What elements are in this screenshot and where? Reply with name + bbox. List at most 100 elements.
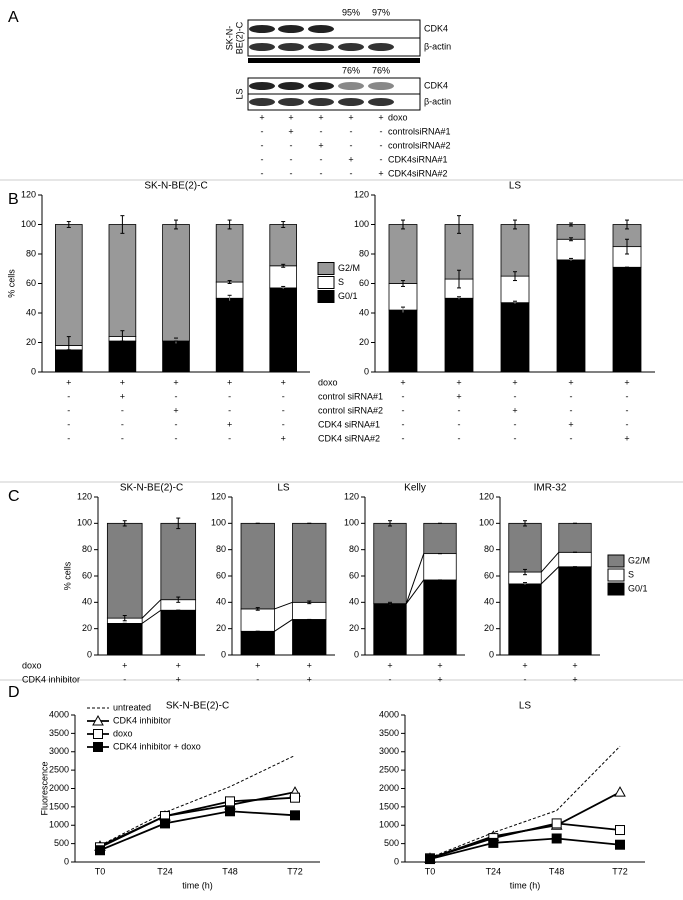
y-tick-label: 80 bbox=[349, 544, 359, 554]
connector bbox=[405, 553, 425, 604]
treatment-sign: - bbox=[570, 405, 573, 415]
bar-segment bbox=[500, 224, 530, 277]
bar-segment bbox=[108, 224, 137, 337]
knockdown-label: 95% bbox=[342, 7, 360, 17]
treatment-label: controlsiRNA#2 bbox=[388, 140, 451, 150]
y-tick-label: 20 bbox=[349, 623, 359, 633]
line bbox=[429, 822, 621, 860]
marker bbox=[551, 833, 562, 844]
bar-segment bbox=[108, 340, 137, 373]
y-tick-label: 20 bbox=[82, 623, 92, 633]
treatment-sign: - bbox=[228, 405, 231, 415]
treatment-sign: - bbox=[350, 168, 353, 178]
error-bar bbox=[307, 600, 312, 605]
y-tick-label: 0 bbox=[87, 649, 92, 659]
treatment-sign: + bbox=[387, 660, 392, 670]
treatment-sign: - bbox=[123, 674, 126, 684]
error-bar bbox=[513, 271, 517, 282]
bar-segment bbox=[373, 603, 407, 656]
treatment-sign: - bbox=[67, 433, 70, 443]
y-tick-label: 60 bbox=[359, 278, 369, 288]
legend-marker bbox=[93, 742, 103, 752]
legend-swatch bbox=[607, 582, 625, 596]
blot-band bbox=[368, 82, 394, 90]
treatment-sign: + bbox=[456, 377, 461, 387]
y-tick-label: 100 bbox=[479, 518, 494, 528]
chart-title: LS bbox=[509, 181, 522, 192]
x-tick-label: T24 bbox=[486, 866, 502, 876]
treatment-sign: + bbox=[348, 154, 353, 164]
error-bar bbox=[66, 221, 71, 228]
y-tick-label: 0 bbox=[394, 856, 399, 866]
treatment-label: CDK4siRNA#2 bbox=[388, 168, 448, 178]
x-tick-label: T0 bbox=[425, 866, 436, 876]
y-tick-label: 120 bbox=[77, 491, 92, 501]
treatment-sign: - bbox=[261, 168, 264, 178]
y-tick-label: 20 bbox=[484, 623, 494, 633]
x-axis-label: time (h) bbox=[182, 880, 213, 890]
legend-swatch bbox=[607, 568, 625, 582]
legend-label: S bbox=[338, 277, 344, 287]
error-bar bbox=[388, 520, 392, 527]
treatment-sign: + bbox=[173, 377, 178, 387]
y-axis-label: % cells bbox=[6, 269, 16, 298]
x-tick-label: T72 bbox=[287, 866, 303, 876]
x-tick-label: T72 bbox=[612, 866, 628, 876]
treatment-sign: + bbox=[288, 126, 293, 136]
cell-line-label: BE(2)-C bbox=[234, 21, 244, 54]
blot-band bbox=[278, 98, 304, 106]
marker bbox=[290, 792, 300, 803]
y-axis-label: Fluorescence bbox=[39, 761, 49, 815]
bar-segment bbox=[612, 266, 642, 373]
treatment-sign: - bbox=[458, 419, 461, 429]
error-bar bbox=[625, 219, 629, 230]
bar-segment bbox=[160, 522, 197, 601]
error-bar bbox=[66, 336, 71, 355]
y-tick-label: 60 bbox=[82, 570, 92, 580]
y-tick-label: 4000 bbox=[379, 709, 399, 719]
marker bbox=[614, 786, 626, 797]
treatment-label: doxo bbox=[22, 660, 42, 670]
treatment-sign: + bbox=[572, 674, 577, 684]
panel-label: A bbox=[8, 9, 19, 26]
connector bbox=[141, 609, 162, 624]
bar-segment bbox=[55, 224, 83, 346]
treatment-sign: + bbox=[318, 140, 323, 150]
treatment-sign: - bbox=[350, 140, 353, 150]
error-bar bbox=[625, 238, 629, 255]
legend-swatch bbox=[607, 554, 625, 568]
treatment-sign: + bbox=[122, 660, 127, 670]
treatment-label: CDK4siRNA#1 bbox=[388, 154, 448, 164]
treatment-sign: - bbox=[121, 433, 124, 443]
treatment-label: control siRNA#1 bbox=[318, 391, 383, 401]
marker bbox=[615, 825, 625, 836]
y-tick-label: 2000 bbox=[49, 783, 69, 793]
treatment-sign: + bbox=[512, 377, 517, 387]
treatment-sign: - bbox=[67, 419, 70, 429]
blot-band bbox=[249, 43, 275, 51]
treatment-label: CDK4 siRNA#2 bbox=[318, 433, 380, 443]
legend-label: G0/1 bbox=[628, 583, 648, 593]
treatment-sign: - bbox=[290, 140, 293, 150]
treatment-sign: + bbox=[259, 112, 264, 122]
treatment-sign: - bbox=[175, 391, 178, 401]
error-bar bbox=[513, 300, 517, 305]
treatment-sign: - bbox=[380, 140, 383, 150]
treatment-sign: - bbox=[121, 419, 124, 429]
y-axis-label: % cells bbox=[62, 561, 72, 590]
y-tick-label: 60 bbox=[216, 570, 226, 580]
bar-segment bbox=[160, 609, 197, 656]
error-bar bbox=[255, 607, 260, 611]
blot-band bbox=[338, 25, 364, 33]
marker bbox=[615, 839, 625, 850]
treatment-sign: - bbox=[350, 126, 353, 136]
y-tick-label: 120 bbox=[344, 491, 359, 501]
treatment-label: doxo bbox=[318, 377, 338, 387]
treatment-sign: + bbox=[120, 377, 125, 387]
blot-band bbox=[278, 43, 304, 51]
marker bbox=[225, 806, 235, 817]
error-bar bbox=[120, 215, 125, 234]
treatment-sign: + bbox=[568, 377, 573, 387]
knockdown-label: 76% bbox=[372, 65, 390, 75]
treatment-sign: - bbox=[175, 433, 178, 443]
